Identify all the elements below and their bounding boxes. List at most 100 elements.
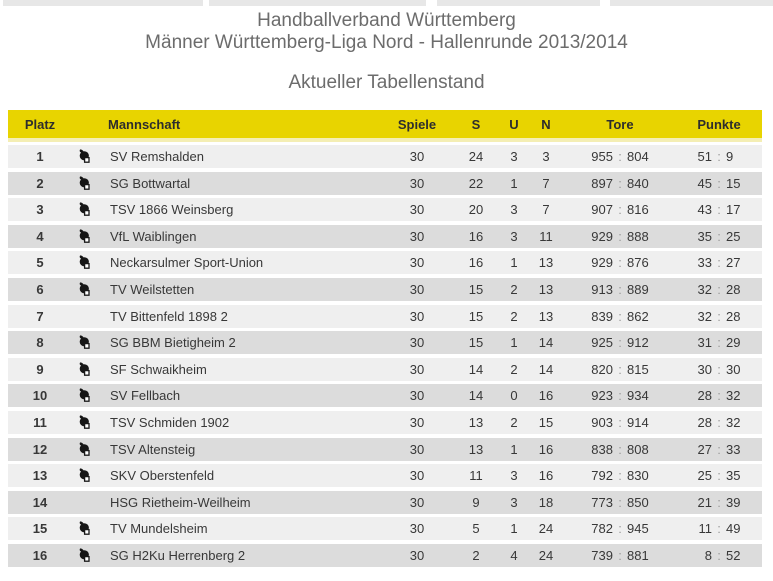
- table-row: 13 SKV Oberstenfeld 30 11 3 16 792:830 2…: [8, 464, 762, 488]
- tore-cell: 820:815: [591, 361, 649, 377]
- handball-club-icon[interactable]: [78, 415, 91, 430]
- unentschieden-cell: 2: [510, 281, 518, 297]
- score-colon: :: [717, 547, 721, 563]
- rank-cell: 1: [36, 149, 44, 164]
- score-colon: :: [618, 521, 622, 537]
- rank-cell: 10: [32, 388, 48, 404]
- score-colon: :: [618, 202, 622, 218]
- team-icon-cell: [72, 282, 96, 297]
- handball-club-icon[interactable]: [78, 362, 91, 377]
- handball-club-icon[interactable]: [78, 441, 91, 457]
- handball-club-icon[interactable]: [78, 202, 91, 217]
- siege-cell: 16: [468, 228, 484, 244]
- spiele-cell: 30: [409, 547, 425, 563]
- siege-cell: 14: [468, 361, 484, 377]
- spiele-cell: 30: [409, 228, 425, 244]
- handball-club-icon[interactable]: [78, 335, 91, 350]
- unentschieden-cell: 3: [510, 494, 518, 510]
- team-name[interactable]: TSV Schmiden 1902: [110, 414, 230, 430]
- unentschieden-cell: 1: [510, 255, 518, 271]
- punkte-cell: 25:35: [697, 468, 741, 484]
- team-name[interactable]: SV Remshalden: [110, 149, 204, 164]
- unentschieden-cell: 2: [510, 361, 518, 377]
- rank-cell: 14: [32, 494, 48, 510]
- table-row: 10 SV Fellbach 30 14 0 16 923:934 28:32: [8, 384, 762, 408]
- punkte-cell: 45:15: [697, 175, 741, 191]
- handball-club-icon[interactable]: [78, 149, 91, 164]
- table-row: 12 TSV Altensteig 30 13 1 16 838:808 27:…: [8, 437, 762, 461]
- score-colon: :: [717, 521, 721, 537]
- team-name[interactable]: TSV Altensteig: [110, 441, 196, 457]
- table-row: 2 SG Bottwartal 30 22 1 7 897:840 45:15: [8, 171, 762, 195]
- team-name[interactable]: Neckarsulmer Sport-Union: [110, 255, 264, 271]
- handball-club-icon[interactable]: [78, 175, 91, 191]
- siege-cell: 14: [468, 388, 484, 404]
- handball-club-icon[interactable]: [78, 282, 91, 297]
- score-colon: :: [717, 414, 721, 430]
- team-name[interactable]: TV Weilstetten: [110, 281, 195, 297]
- rank-cell: 8: [36, 335, 44, 351]
- page-header: Handballverband Württemberg Männer Württ…: [0, 0, 773, 94]
- handball-club-icon[interactable]: [78, 229, 91, 244]
- score-colon: :: [618, 149, 622, 164]
- score-colon: :: [717, 228, 721, 244]
- niederlagen-cell: 14: [538, 335, 554, 351]
- header-unentschieden: U: [509, 116, 519, 132]
- siege-cell: 15: [468, 335, 484, 351]
- team-name[interactable]: SV Fellbach: [110, 388, 181, 404]
- siege-cell: 5: [472, 521, 480, 537]
- spiele-cell: 30: [409, 361, 425, 377]
- score-colon: :: [717, 175, 721, 191]
- team-name[interactable]: VfL Waiblingen: [110, 228, 197, 244]
- team-name[interactable]: SG BBM Bietigheim 2: [110, 335, 236, 351]
- score-colon: :: [618, 414, 622, 430]
- punkte-cell: 32:28: [697, 308, 741, 324]
- rank-cell: 5: [36, 255, 44, 271]
- header-spiele: Spiele: [397, 116, 437, 132]
- team-name[interactable]: SG Bottwartal: [110, 175, 191, 191]
- rank-cell: 2: [36, 175, 44, 191]
- spiele-cell: 30: [409, 441, 425, 457]
- table-row: 8 SG BBM Bietigheim 2 30 15 1 14 925:912…: [8, 331, 762, 355]
- handball-club-icon[interactable]: [78, 548, 91, 563]
- score-colon: :: [618, 468, 622, 484]
- table-row: 5 Neckarsulmer Sport-Union 30 16 1 13 92…: [8, 251, 762, 275]
- team-name[interactable]: SG H2Ku Herrenberg 2: [110, 547, 246, 563]
- table-row: 9 SF Schwaikheim 30 14 2 14 820:815 30:3…: [8, 357, 762, 381]
- tore-cell: 929:888: [591, 228, 649, 244]
- header-siege: S: [471, 116, 481, 132]
- team-name[interactable]: SF Schwaikheim: [110, 361, 207, 377]
- score-colon: :: [618, 361, 622, 377]
- spiele-cell: 30: [409, 255, 425, 271]
- rank-cell: 4: [36, 228, 44, 244]
- rank-cell: 13: [32, 468, 48, 484]
- team-name[interactable]: TSV 1866 Weinsberg: [110, 202, 234, 218]
- spiele-cell: 30: [409, 388, 425, 404]
- team-name[interactable]: HSG Rietheim-Weilheim: [110, 494, 251, 510]
- team-icon-cell: [72, 255, 96, 270]
- unentschieden-cell: 4: [510, 547, 518, 563]
- rank-cell: 16: [32, 547, 48, 563]
- team-name[interactable]: TV Mundelsheim: [110, 521, 208, 537]
- team-name[interactable]: TV Bittenfeld 1898 2: [110, 308, 228, 324]
- spiele-cell: 30: [409, 494, 425, 510]
- handball-club-icon[interactable]: [78, 521, 91, 536]
- handball-club-icon[interactable]: [78, 255, 91, 270]
- team-icon-cell: [72, 415, 96, 430]
- team-name[interactable]: SKV Oberstenfeld: [110, 468, 215, 484]
- tore-cell: 923:934: [591, 388, 649, 404]
- tore-cell: 929:876: [591, 255, 649, 271]
- handball-club-icon[interactable]: [78, 388, 91, 403]
- team-icon-cell: [72, 175, 96, 191]
- punkte-cell: 33:27: [697, 255, 741, 271]
- header-niederlagen: N: [541, 116, 551, 132]
- handball-club-icon[interactable]: [78, 468, 91, 483]
- punkte-cell: 51:9: [697, 149, 734, 164]
- score-colon: :: [618, 388, 622, 404]
- niederlagen-cell: 15: [538, 414, 554, 430]
- unentschieden-cell: 3: [510, 149, 518, 164]
- unentschieden-cell: 0: [510, 388, 518, 404]
- niederlagen-cell: 7: [542, 175, 550, 191]
- siege-cell: 13: [468, 441, 484, 457]
- siege-cell: 2: [472, 547, 480, 563]
